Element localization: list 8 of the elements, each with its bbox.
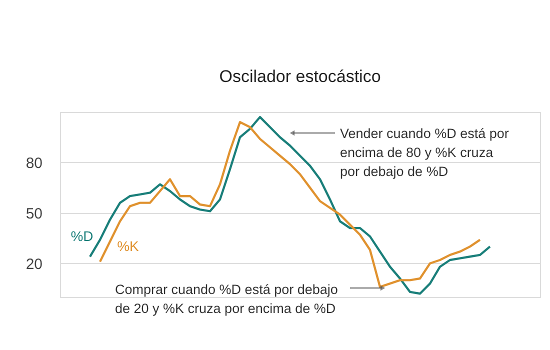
y-tick-label: 50 xyxy=(26,205,42,222)
series-label: %K xyxy=(117,238,140,254)
y-tick-label: 20 xyxy=(26,256,42,273)
chart-title: Oscilador estocástico xyxy=(219,67,381,86)
annotation: Vender cuando %D está por encima de 80 y %K cruza por debajo de %D xyxy=(340,126,510,179)
y-tick-label: 80 xyxy=(26,154,42,172)
annotation: Comprar cuando %D está por debajo de 20 y %K cruza por encima de %D xyxy=(115,282,338,316)
series-label: %D xyxy=(70,228,94,244)
